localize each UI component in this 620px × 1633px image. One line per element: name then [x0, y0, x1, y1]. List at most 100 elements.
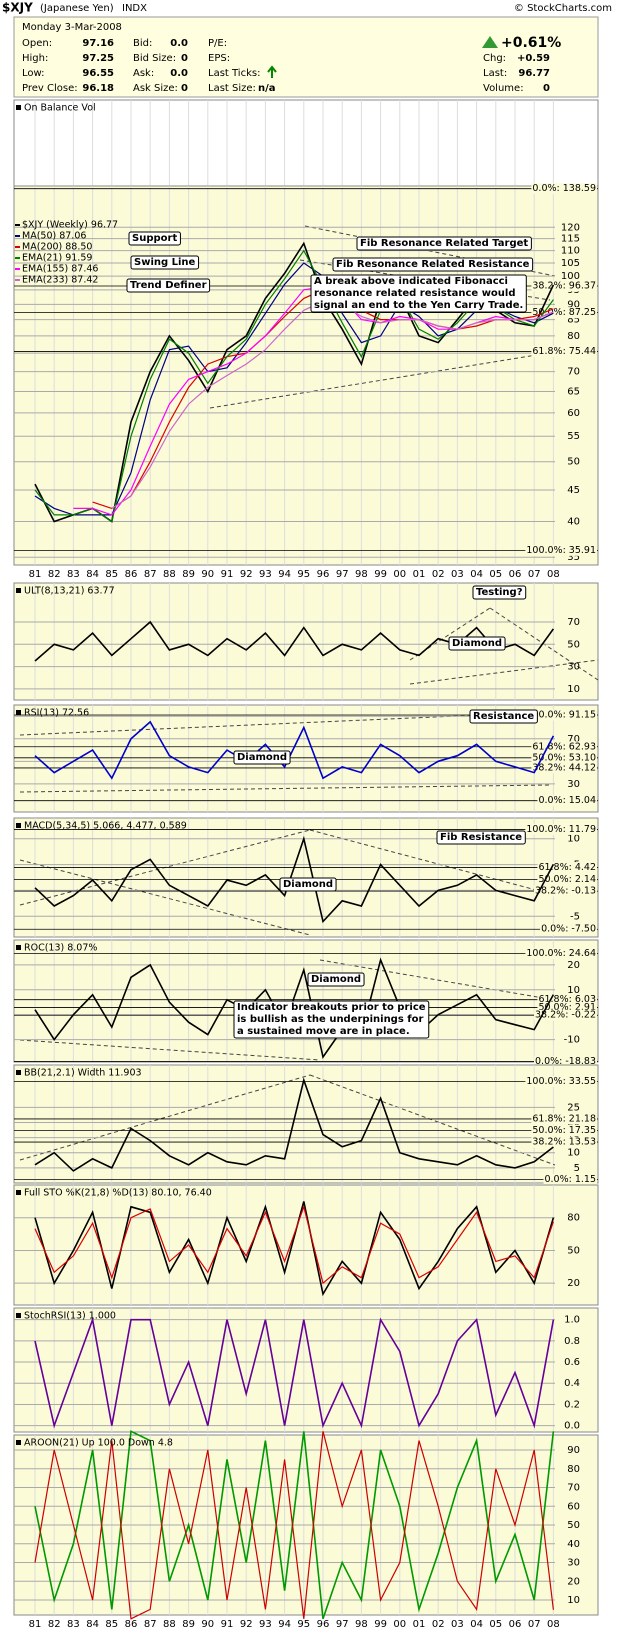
annotation: Fib Resonance Related Target: [360, 238, 528, 249]
quote-value: +0.59: [517, 53, 550, 64]
x-tick-label: 86: [125, 1619, 138, 1630]
fib-label: 100.0%: 11.79: [526, 824, 596, 835]
annotation: Support: [132, 233, 177, 244]
y-tick-label: 0.6: [564, 1357, 580, 1368]
x-tick-label: 97: [336, 569, 349, 580]
series-line: [34, 620, 555, 662]
y-tick-label: 70: [567, 367, 580, 378]
x-tick-label: 84: [86, 569, 99, 580]
y-tick-label: 0.8: [564, 1336, 580, 1347]
title-marker: [16, 945, 21, 950]
quote-value: 0.0: [170, 38, 188, 49]
x-tick-label: 08: [547, 1619, 560, 1630]
annotation: Resistance: [473, 711, 534, 722]
x-tick-label: 84: [86, 1619, 99, 1630]
y-tick-label: 0.4: [564, 1378, 580, 1389]
fib-label-bg: [531, 307, 597, 319]
annotation: a sustained move are in place.: [237, 1026, 410, 1037]
quote-label: EPS:: [208, 53, 230, 64]
fib-label-bg: [525, 823, 597, 835]
quote-label: Ask Size:: [133, 83, 178, 94]
y-tick-label: 40: [567, 516, 580, 527]
series-line: [34, 1204, 554, 1285]
y-tick-label: 60: [567, 408, 580, 419]
fib-label-bg: [534, 1056, 597, 1068]
x-tick-label: 86: [125, 569, 138, 580]
fib-label: 100.0%: 91.15: [526, 709, 596, 720]
quote-value: 0: [181, 83, 188, 94]
legend-entry: MA(50) 87.06: [22, 231, 86, 242]
fib-label-bg: [537, 994, 597, 1006]
x-tick-label: 85: [105, 569, 118, 580]
y-tick-label: 80: [567, 1213, 580, 1224]
y-tick-label: 20: [567, 1576, 580, 1587]
annotation: Testing?: [476, 587, 523, 598]
annotation-box: [472, 585, 527, 600]
y-tick-label: 35: [567, 552, 580, 563]
y-tick-label: 10: [567, 834, 580, 845]
y-tick-label: 10: [567, 985, 580, 996]
x-tick-label: 83: [67, 569, 80, 580]
x-tick-label: 81: [29, 569, 42, 580]
x-tick-label: 94: [278, 1619, 291, 1630]
quote-value: 96.18: [82, 83, 114, 94]
x-tick-label: 93: [259, 569, 272, 580]
y-tick-label: 105: [561, 258, 580, 269]
x-tick-label: 89: [182, 1619, 195, 1630]
fib-label-bg: [534, 885, 597, 897]
y-tick-label: -5: [570, 911, 580, 922]
y-tick-label: 70: [567, 617, 580, 628]
x-tick-label: 91: [221, 1619, 234, 1630]
fib-label: 50.0%: 87.25: [532, 307, 596, 318]
fib-label-bg: [534, 1009, 597, 1021]
y-tick-label: 65: [567, 386, 580, 397]
y-tick-label: 110: [561, 246, 580, 257]
annotation: Diamond: [237, 752, 287, 763]
series-line: [34, 1430, 555, 1620]
quote-value: 96.77: [518, 68, 550, 79]
quote-label: Ask:: [133, 68, 154, 79]
x-tick-label: 82: [48, 1619, 61, 1630]
fib-label-bg: [537, 1001, 597, 1013]
fib-label: 61.8%: 62.93: [532, 741, 596, 752]
x-tick-label: 95: [297, 569, 310, 580]
y-tick-label: 30: [567, 662, 580, 673]
quote-label: Bid:: [133, 38, 152, 49]
annotation-box: [310, 274, 527, 313]
fib-label: 38.2%: 44.12: [532, 762, 596, 773]
panel-title: ROC(13) 8.07%: [24, 943, 97, 954]
fib-label-bg: [531, 1125, 597, 1137]
trend-line: [319, 959, 556, 1001]
panel-title: BB(21,2.1) Width 11.903: [24, 1068, 142, 1079]
fib-label-bg: [531, 741, 597, 753]
annotation-box: [448, 636, 506, 651]
x-tick-label: 03: [451, 1619, 464, 1630]
quote-value: 97.25: [82, 53, 114, 64]
x-tick-label: 83: [67, 1619, 80, 1630]
fib-label: 38.2%: 13.53: [532, 1137, 596, 1148]
x-tick-label: 03: [451, 569, 464, 580]
x-tick-label: 92: [240, 569, 253, 580]
fib-label: 100.0%: 24.64: [526, 948, 596, 959]
x-tick-label: 81: [29, 1619, 42, 1630]
annotation-box: [128, 231, 181, 246]
fib-label: 0.0%: 15.04: [538, 795, 596, 806]
quote-label: High:: [22, 53, 48, 64]
y-tick-label: 30: [567, 1558, 580, 1569]
annotation-box: [332, 257, 534, 272]
trend-line: [309, 1074, 556, 1166]
quote-label: Bid Size:: [133, 53, 176, 64]
x-tick-label: 99: [374, 569, 387, 580]
fib-label-bg: [531, 183, 597, 195]
y-tick-label: 80: [567, 1464, 580, 1475]
fib-label: 61.8%: 75.44: [532, 346, 596, 357]
x-tick-label: 06: [509, 1619, 522, 1630]
annotation: is bullish as the underpinings for: [237, 1014, 423, 1025]
x-tick-label: 90: [201, 1619, 214, 1630]
fib-label-bg: [531, 280, 597, 292]
annotation-box: [436, 830, 526, 845]
trend-line: [209, 351, 556, 409]
annotation: A break above indicated Fibonacci: [314, 276, 508, 287]
panel: [13, 99, 599, 187]
quote-value: 0: [543, 83, 550, 94]
